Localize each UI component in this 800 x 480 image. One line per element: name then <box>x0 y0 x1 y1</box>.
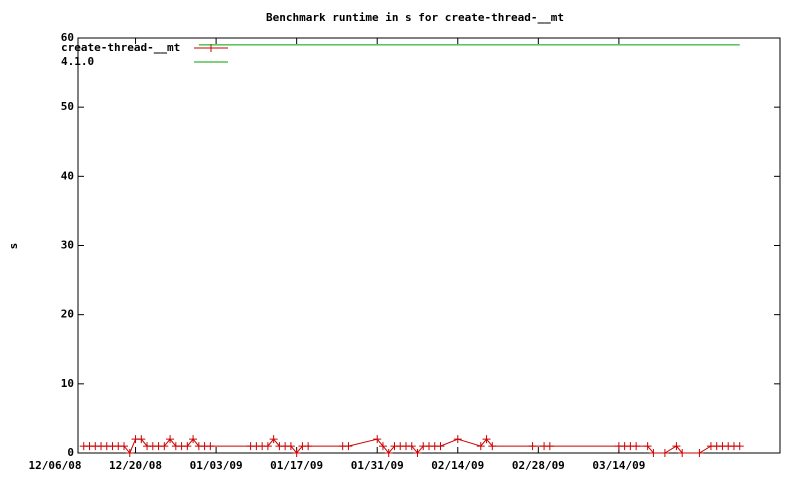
x-tick-label: 02/28/09 <box>512 459 565 472</box>
y-tick-label: 30 <box>61 239 74 252</box>
point-marker <box>672 442 681 451</box>
point-marker <box>545 442 554 451</box>
point-marker <box>643 442 652 451</box>
y-tick-label: 0 <box>67 446 74 459</box>
x-tick-label: 12/06/08 <box>28 459 81 472</box>
point-marker <box>263 442 272 451</box>
legend-label: create-thread-__mt <box>61 41 180 54</box>
point-marker <box>660 449 669 457</box>
point-marker <box>166 435 175 444</box>
point-marker <box>632 442 641 451</box>
point-marker <box>125 449 134 457</box>
legend-label: 4.1.0 <box>61 55 94 68</box>
point-marker <box>292 449 301 457</box>
chart-title: Benchmark runtime in s for create-thread… <box>266 11 564 24</box>
point-marker <box>407 442 416 451</box>
y-axis-label: s <box>7 243 20 250</box>
point-marker <box>453 435 462 444</box>
point-marker <box>378 442 387 451</box>
x-tick-label: 01/31/09 <box>351 459 404 472</box>
point-marker <box>373 435 382 444</box>
y-tick-label: 40 <box>61 169 74 182</box>
point-marker <box>528 442 537 451</box>
point-marker <box>413 449 422 457</box>
x-tick-label: 01/17/09 <box>270 459 323 472</box>
point-marker <box>137 435 146 444</box>
point-marker <box>384 449 393 457</box>
y-tick-label: 10 <box>61 377 74 390</box>
point-marker <box>476 442 485 451</box>
x-tick-label: 12/20/08 <box>109 459 162 472</box>
point-marker <box>189 435 198 444</box>
y-tick-label: 50 <box>61 100 74 113</box>
point-marker <box>304 442 313 451</box>
point-marker <box>286 442 295 451</box>
point-marker <box>344 442 353 451</box>
y-tick-label: 20 <box>61 308 74 321</box>
x-tick-label: 03/14/09 <box>592 459 645 472</box>
x-tick-label: 02/14/09 <box>431 459 484 472</box>
plot-frame <box>77 37 781 454</box>
point-marker <box>735 442 744 451</box>
point-marker <box>488 442 497 451</box>
point-marker <box>269 435 278 444</box>
point-marker <box>183 442 192 451</box>
point-marker <box>482 435 491 444</box>
point-marker <box>436 442 445 451</box>
point-marker <box>120 442 129 451</box>
point-marker <box>206 442 215 451</box>
y-tick-label: 60 <box>61 31 74 44</box>
point-marker <box>649 449 658 457</box>
x-tick-label: 01/03/09 <box>190 459 243 472</box>
point-marker <box>695 449 704 457</box>
point-marker <box>160 442 169 451</box>
point-marker <box>678 449 687 457</box>
